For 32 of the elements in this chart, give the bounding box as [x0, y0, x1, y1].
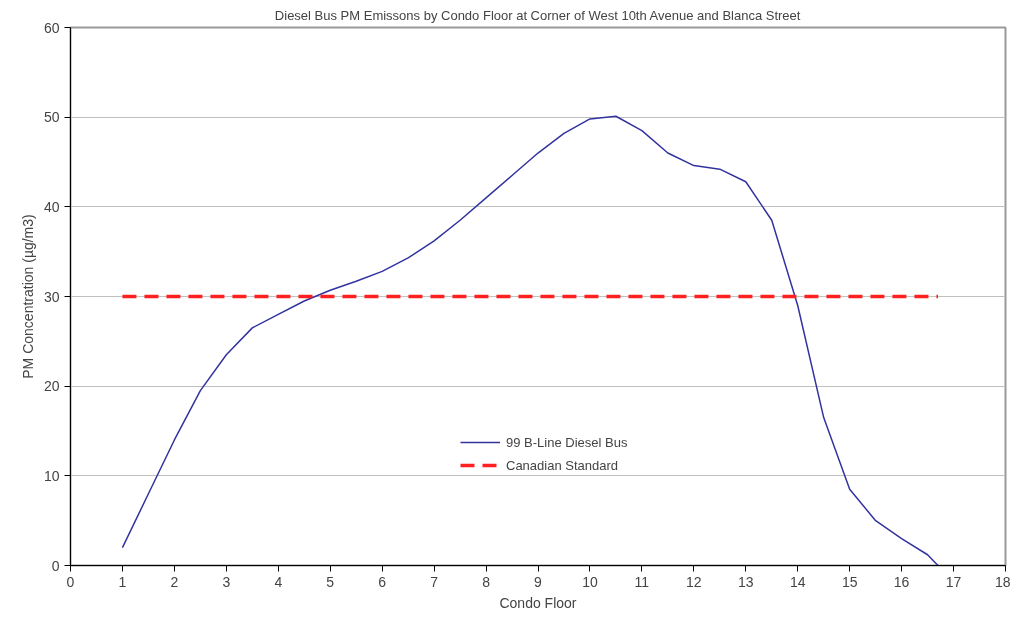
x-axis-title: Condo Floor [499, 594, 577, 611]
y-axis-title: PM Concentration (µg/m3) [19, 214, 36, 379]
chart-title: Diesel Bus PM Emissons by Condo Floor at Corner of West 10th Avenue and Blanca Street [274, 7, 801, 23]
y-tick-label: 30 [43, 288, 60, 305]
y-tick-label: 40 [43, 198, 60, 215]
x-tick-label: 10 [582, 573, 598, 590]
x-tick-label: 13 [737, 573, 754, 590]
x-tick-label: 3 [222, 573, 231, 590]
x-tick-label: 0 [66, 573, 75, 590]
x-tick-label: 15 [841, 573, 858, 590]
line-series [121, 115, 939, 566]
x-tick-label: 1 [118, 573, 127, 590]
y-tick-label: 60 [43, 19, 60, 36]
x-tick-label: 4 [274, 573, 283, 590]
x-tick-label: 14 [789, 573, 806, 590]
x-tick-label: 16 [893, 573, 910, 590]
x-tick-label: 11 [634, 573, 650, 590]
x-tick-label: 8 [482, 573, 491, 590]
x-tick-label: 2 [170, 573, 179, 590]
x-tick-label: 5 [326, 573, 335, 590]
legend-label: 99 B-Line Diesel Bus [506, 434, 628, 450]
y-tick-label: 20 [43, 378, 60, 395]
x-tick-label: 12 [686, 573, 702, 590]
legend-label: Canadian Standard [506, 457, 619, 473]
x-tick-label: 7 [430, 573, 439, 590]
x-tick-label: 18 [994, 573, 1011, 590]
y-tick-label: 50 [43, 109, 60, 126]
x-tick-label: 17 [945, 573, 962, 590]
y-tick-label: 10 [43, 467, 60, 484]
x-tick-label: 9 [534, 573, 543, 590]
y-tick-label: 0 [51, 557, 60, 574]
x-tick-label: 6 [378, 573, 387, 590]
